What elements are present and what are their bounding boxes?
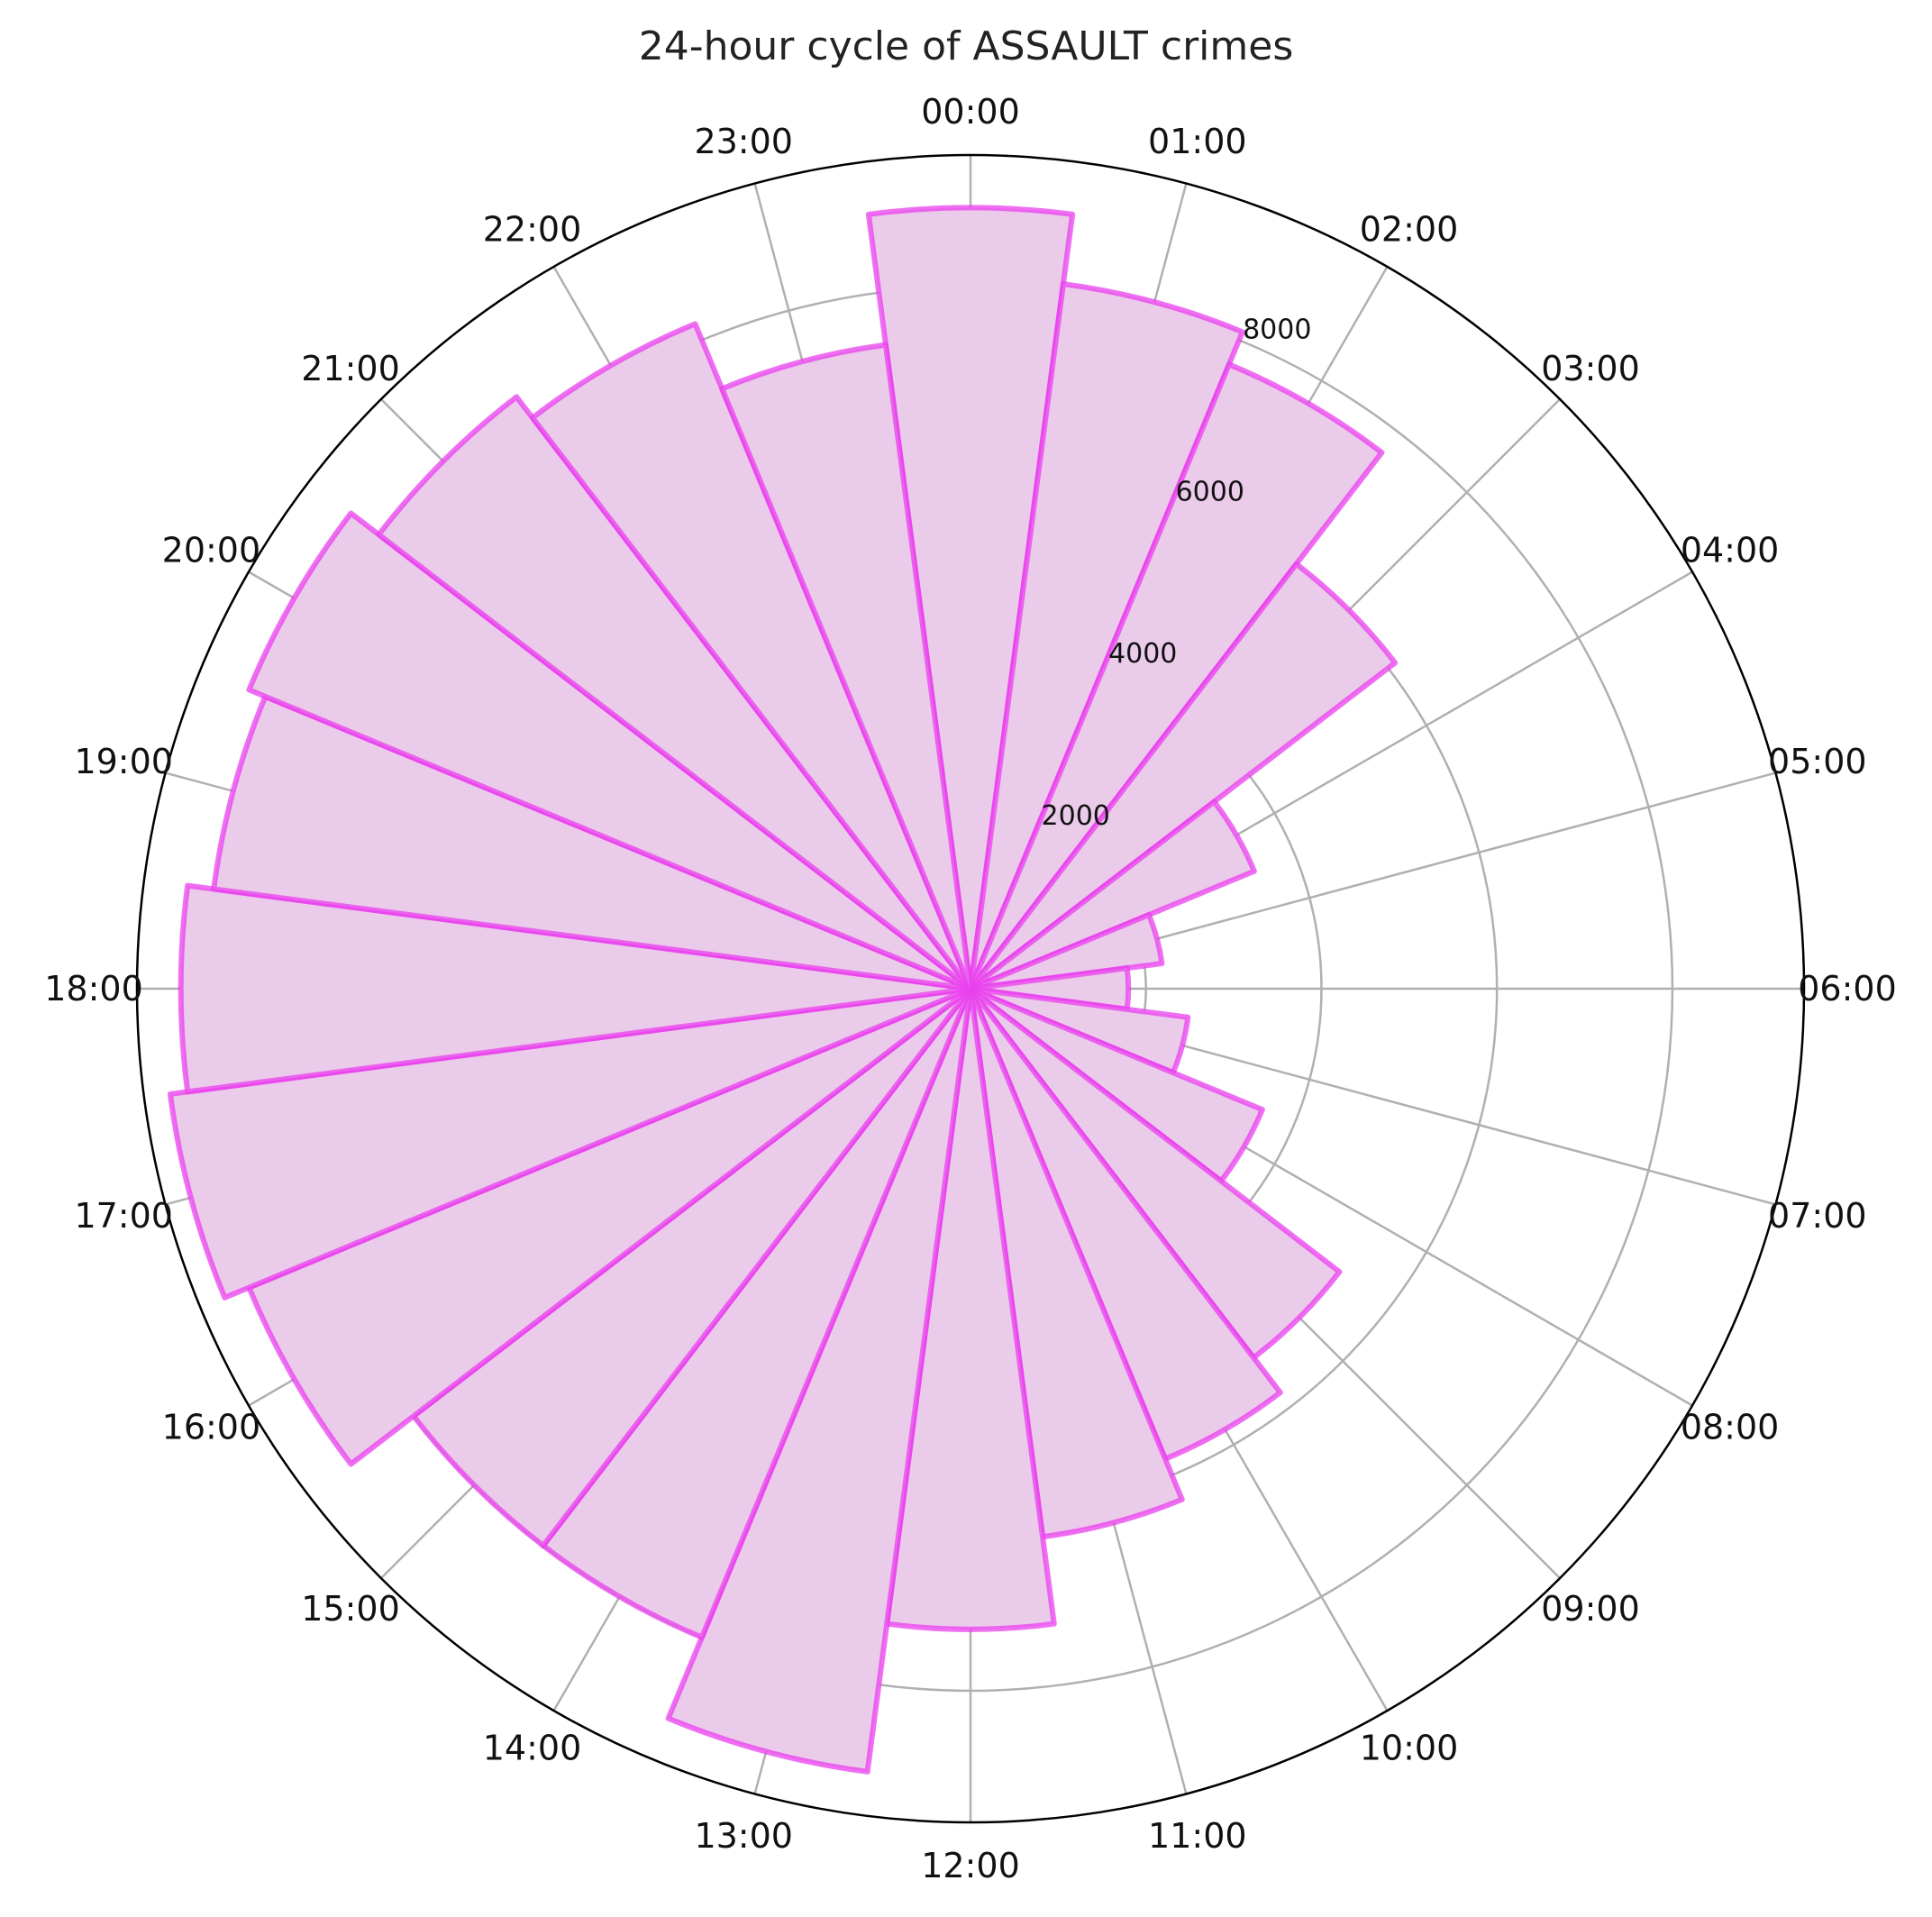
hour-label-09:00: 09:00: [1541, 1589, 1640, 1629]
bar-01:00: [968, 281, 1245, 991]
hour-label-18:00: 18:00: [44, 969, 143, 1009]
bars-layer: [167, 205, 1399, 1775]
radial-tick-labels: 2000 4000 6000 8000: [1042, 314, 1312, 832]
radial-tick-label-8000: 8000: [1243, 314, 1311, 345]
bar-18:00: [178, 882, 973, 1095]
radial-tick-label-6000: 6000: [1176, 476, 1244, 507]
bar-19:00: [211, 693, 973, 991]
bar-23:00: [719, 342, 973, 991]
hour-label-17:00: 17:00: [74, 1196, 173, 1236]
outer-spine: [135, 153, 1806, 1824]
hour-label-12:00: 12:00: [921, 1846, 1020, 1885]
hour-label-06:00: 06:00: [1798, 969, 1897, 1009]
hour-label-11:00: 11:00: [1148, 1816, 1247, 1856]
polar-spine: [135, 153, 1806, 1824]
hour-label-13:00: 13:00: [694, 1816, 793, 1856]
hour-label-23:00: 23:00: [694, 122, 793, 161]
bar-14:00: [540, 986, 973, 1640]
hour-labels: 00:00 01:00 02:00 03:00 04:00 05:00 06:00 07:00…: [44, 92, 1897, 1885]
bar-04:00: [968, 799, 1257, 991]
bar-15:00: [411, 986, 973, 1548]
hour-label-04:00: 04:00: [1681, 531, 1780, 571]
hour-label-02:00: 02:00: [1360, 209, 1459, 249]
bar-22:00: [529, 321, 973, 991]
bar-13:00: [665, 986, 973, 1775]
hour-label-01:00: 01:00: [1148, 122, 1247, 161]
hour-label-05:00: 05:00: [1768, 742, 1867, 781]
hour-label-10:00: 10:00: [1360, 1729, 1459, 1768]
hour-label-07:00: 07:00: [1768, 1196, 1867, 1236]
radial-tick-label-4000: 4000: [1108, 638, 1177, 670]
bar-05:00: [968, 912, 1165, 991]
bar-12:00: [884, 986, 1057, 1632]
bar-03:00: [968, 561, 1399, 991]
hour-label-15:00: 15:00: [301, 1589, 400, 1629]
hour-label-20:00: 20:00: [162, 531, 261, 571]
hour-label-00:00: 00:00: [921, 92, 1020, 132]
hour-label-19:00: 19:00: [74, 742, 173, 781]
hour-label-14:00: 14:00: [483, 1729, 582, 1768]
hour-label-22:00: 22:00: [483, 209, 582, 249]
hour-label-08:00: 08:00: [1681, 1408, 1780, 1447]
bar-20:00: [246, 510, 973, 991]
bar-16:00: [246, 986, 973, 1467]
bar-17:00: [167, 986, 973, 1301]
chart-title: 24-hour cycle of ASSAULT crimes: [639, 23, 1294, 69]
bar-02:00: [968, 361, 1385, 991]
bar-21:00: [376, 394, 973, 991]
hour-label-16:00: 16:00: [162, 1408, 261, 1447]
radial-tick-label-2000: 2000: [1042, 800, 1110, 832]
bar-00:00: [865, 205, 1076, 991]
hour-label-21:00: 21:00: [301, 349, 400, 388]
hour-label-03:00: 03:00: [1541, 349, 1640, 388]
